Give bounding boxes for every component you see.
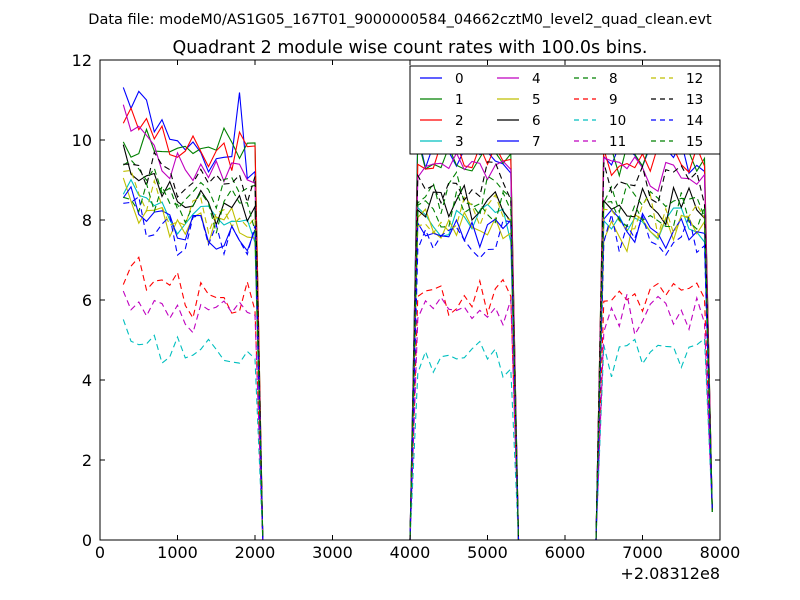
series-line-13: [123, 150, 713, 541]
legend-label-3: 3: [455, 134, 464, 150]
legend-label-2: 2: [455, 113, 464, 129]
x-tick-label: 1000: [157, 543, 198, 562]
x-tick-label: 3000: [312, 543, 353, 562]
series-line-2: [122, 106, 713, 541]
chart-title: Quadrant 2 module wise count rates with …: [173, 38, 648, 58]
y-tick-label: 0: [82, 531, 92, 550]
legend-label-7: 7: [532, 134, 541, 150]
y-tick-label: 2: [82, 451, 92, 470]
series-line-10: [122, 319, 713, 541]
legend-label-8: 8: [609, 71, 618, 87]
legend-label-9: 9: [609, 92, 618, 108]
legend-box: [409, 65, 721, 155]
y-tick-label: 10: [72, 131, 92, 150]
series-line-9: [122, 256, 713, 541]
y-tick-label: 8: [82, 211, 92, 230]
x-tick-label: 0: [95, 543, 105, 562]
legend-label-12: 12: [686, 71, 703, 87]
legend-label-1: 1: [455, 92, 464, 108]
y-tick-label: 6: [82, 291, 92, 310]
x-offset-label: +2.08312e8: [620, 564, 720, 583]
legend-label-5: 5: [532, 92, 541, 108]
y-tick-label: 4: [82, 371, 92, 390]
legend-label-13: 13: [686, 92, 703, 108]
x-tick-label: 4000: [390, 543, 431, 562]
legend-label-4: 4: [532, 71, 541, 87]
x-tick-label: 6000: [545, 543, 586, 562]
x-axis: 0 1000 2000 3000 4000 5000 6000 7000 8000: [95, 60, 740, 562]
legend-label-6: 6: [532, 113, 541, 129]
plot-lines: [122, 87, 713, 541]
legend-label-10: 10: [609, 113, 626, 129]
legend-label-0: 0: [455, 71, 464, 87]
x-tick-label: 8000: [700, 543, 741, 562]
x-tick-label: 5000: [467, 543, 508, 562]
legend-label-15: 15: [686, 134, 703, 150]
legend-label-11: 11: [609, 134, 626, 150]
series-line-15: [123, 181, 713, 541]
x-tick-label: 2000: [235, 543, 276, 562]
suptitle: Data file: modeM0/AS1G05_167T01_90000005…: [88, 12, 712, 28]
series-line-4: [122, 104, 713, 541]
series-line-8: [122, 159, 713, 541]
legend-label-14: 14: [686, 113, 703, 129]
series-line-11: [122, 290, 713, 541]
series-line-14: [123, 195, 713, 541]
y-tick-label: 12: [72, 51, 92, 70]
x-tick-label: 7000: [622, 543, 663, 562]
series-line-7: [122, 185, 713, 541]
series-line-3: [122, 178, 713, 541]
